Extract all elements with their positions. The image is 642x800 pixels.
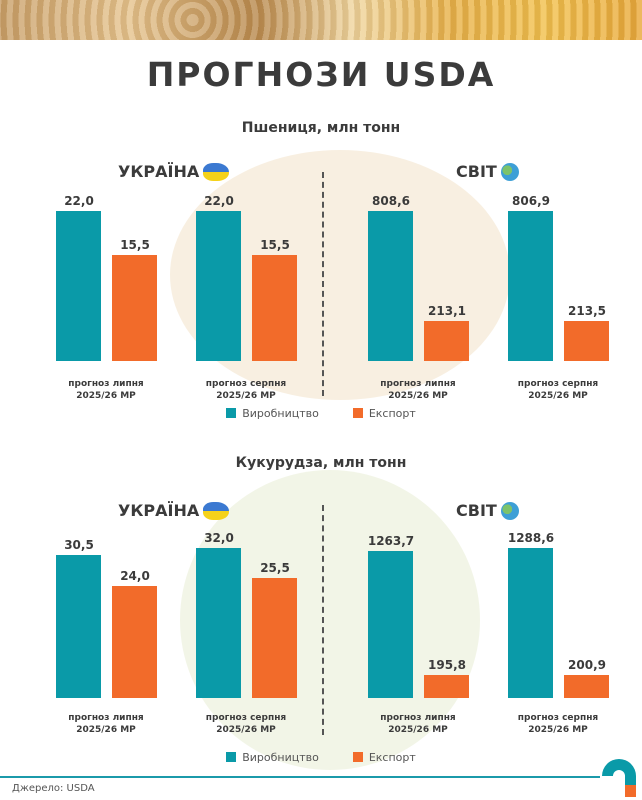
production-bar: [56, 555, 101, 698]
category-label: прогноз липня 2025/26 МР: [380, 379, 456, 401]
production-bar: [368, 550, 413, 698]
data-label: 25,5: [260, 561, 290, 576]
production-bar: [508, 548, 553, 698]
panel-title: СВІТ: [456, 162, 519, 181]
panel-title-text: СВІТ: [456, 162, 497, 181]
export-bar: [112, 255, 157, 361]
category-label: прогноз серпня 2025/26 МР: [205, 379, 287, 401]
panel-title: СВІТ: [456, 501, 519, 520]
page-title: ПРОГНОЗИ USDA: [146, 55, 496, 94]
data-label: 213,1: [428, 304, 466, 319]
category-label: прогноз серпня 2025/26 МР: [517, 379, 599, 401]
legend-label: Експорт: [368, 751, 416, 764]
production-bar: [56, 211, 101, 361]
export-bar: [252, 578, 297, 698]
source-text: Джерело: USDA: [12, 783, 95, 794]
data-label: 1288,6: [507, 531, 555, 545]
panel-title: УКРАЇНА: [118, 162, 230, 181]
export-bar: [424, 321, 469, 361]
export-bar: [424, 675, 469, 698]
export-bar: [112, 585, 157, 698]
ukraine-map-flag-icon: [203, 162, 230, 181]
data-label: 213,5: [568, 304, 606, 319]
category-label: прогноз липня 2025/26 МР: [380, 713, 456, 735]
data-label: 24,0: [120, 568, 150, 583]
category-label: прогноз липня 2025/26 МР: [68, 379, 144, 401]
data-label: 200,9: [568, 657, 606, 672]
legend: Виробництво Експорт: [0, 407, 642, 420]
chart-title: Кукурудза, млн тонн: [235, 455, 407, 471]
production-bar: [196, 548, 241, 698]
data-label: 808,6: [372, 194, 410, 208]
panel-title-text: СВІТ: [456, 501, 497, 520]
export-bar: [252, 255, 297, 361]
chart-title: Пшениця, млн тонн: [241, 120, 401, 136]
export-bar: [564, 674, 609, 698]
legend-label: Виробництво: [242, 407, 319, 420]
export-bar: [564, 321, 609, 361]
panel-title: УКРАЇНА: [118, 501, 230, 520]
globe-icon: [500, 162, 519, 181]
legend-label: Виробництво: [242, 751, 319, 764]
legend-item-export: Експорт: [352, 407, 416, 420]
globe-icon: [500, 501, 519, 520]
legend-item-export: Експорт: [352, 751, 416, 764]
category-label: прогноз серпня 2025/26 МР: [205, 713, 287, 735]
legend-swatch: [226, 408, 237, 418]
production-bar: [368, 211, 413, 361]
legend-item-production: Виробництво: [226, 751, 319, 764]
data-label: 1263,7: [367, 533, 415, 548]
legend-swatch: [352, 752, 363, 762]
data-label: 195,8: [428, 658, 466, 673]
legend-swatch: [226, 752, 237, 762]
panel-divider: [322, 172, 324, 396]
grain-banner-image: [0, 0, 642, 40]
legend-swatch: [352, 408, 363, 418]
data-label: 15,5: [260, 238, 290, 253]
legend: Виробництво Експорт: [0, 751, 642, 764]
data-label: 30,5: [64, 538, 94, 553]
data-label: 22,0: [64, 194, 94, 208]
footer-rule: [0, 776, 600, 778]
legend-item-production: Виробництво: [226, 407, 319, 420]
panel-divider: [322, 505, 324, 735]
panel-title-text: УКРАЇНА: [118, 501, 200, 520]
data-label: 15,5: [120, 238, 150, 253]
data-label: 22,0: [204, 194, 234, 208]
production-bar: [196, 211, 241, 361]
legend-label: Експорт: [368, 407, 416, 420]
data-label: 32,0: [204, 531, 234, 545]
panel-title-text: УКРАЇНА: [118, 162, 200, 181]
ukraine-map-flag-icon: [203, 501, 230, 520]
data-label: 806,9: [512, 194, 550, 209]
brand-logo-icon: [602, 759, 636, 797]
production-bar: [508, 211, 553, 361]
category-label: прогноз серпня 2025/26 МР: [517, 713, 599, 735]
category-label: прогноз липня 2025/26 МР: [68, 713, 144, 735]
